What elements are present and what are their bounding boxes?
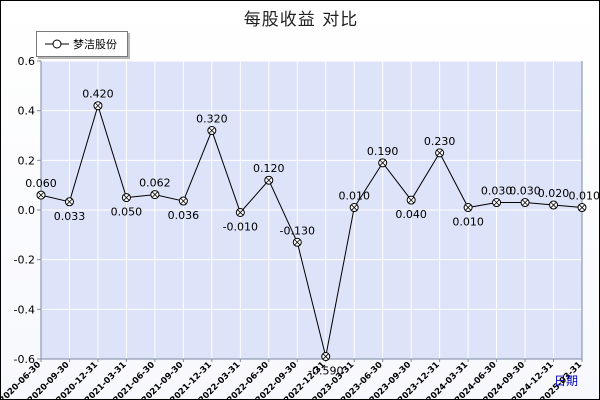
data-label: 0.010 [338, 190, 370, 203]
data-label: 0.036 [168, 209, 200, 222]
data-label: 0.030 [509, 185, 541, 198]
data-point-cross [237, 209, 244, 216]
legend-label: 梦洁股份 [73, 38, 117, 51]
data-label: 0.120 [253, 162, 285, 175]
data-point-cross [550, 201, 557, 209]
data-label: 0.010 [569, 190, 600, 203]
data-point-cross [521, 199, 529, 206]
data-point-cross [265, 177, 272, 184]
data-label: 0.030 [481, 185, 513, 198]
data-point-cross [322, 353, 329, 360]
data-label: 0.020 [538, 187, 570, 200]
y-tick-label: 0.6 [18, 55, 36, 68]
data-point-cross [94, 102, 102, 109]
y-tick-label: 0.2 [18, 154, 36, 167]
data-point-cross [379, 159, 386, 166]
data-point-cross [180, 197, 187, 205]
data-point-cross [351, 204, 358, 211]
data-label: 0.420 [82, 88, 114, 101]
data-label: -0.590 [308, 365, 343, 378]
legend: 梦洁股份 [36, 31, 128, 57]
data-label: 0.062 [139, 177, 171, 190]
data-label: -0.130 [280, 224, 315, 237]
y-tick-label: -0.2 [14, 254, 35, 267]
data-label: -0.010 [223, 220, 258, 233]
legend-marker-icon [45, 39, 69, 49]
data-point-cross [294, 239, 301, 246]
data-label: 0.060 [25, 177, 57, 190]
data-label: 0.033 [54, 210, 86, 223]
data-label: 0.010 [452, 216, 484, 229]
data-point-cross [493, 199, 500, 206]
data-point-cross [436, 149, 443, 156]
x-axis-title: 日期 [554, 374, 578, 388]
data-label: 0.190 [367, 145, 399, 158]
chart-title: 每股收益 对比 [243, 10, 359, 30]
data-point-cross [123, 194, 130, 201]
data-label: 0.230 [424, 135, 456, 148]
series-line [40, 103, 583, 357]
data-point-cross [208, 127, 215, 134]
data-point-cross [408, 196, 415, 204]
y-tick-label: 0.4 [18, 105, 36, 118]
y-tick-label: 0.0 [18, 204, 36, 217]
data-point-cross [151, 191, 158, 198]
data-label: 0.320 [196, 113, 228, 126]
data-point-cross [37, 192, 45, 199]
data-point-cross [578, 204, 586, 211]
y-tick-label: -0.6 [14, 353, 35, 366]
data-label: 0.040 [395, 208, 427, 221]
data-point-cross [465, 204, 472, 211]
data-point-cross [66, 198, 73, 205]
y-tick-label: -0.4 [14, 303, 35, 316]
data-label: 0.050 [111, 206, 143, 219]
